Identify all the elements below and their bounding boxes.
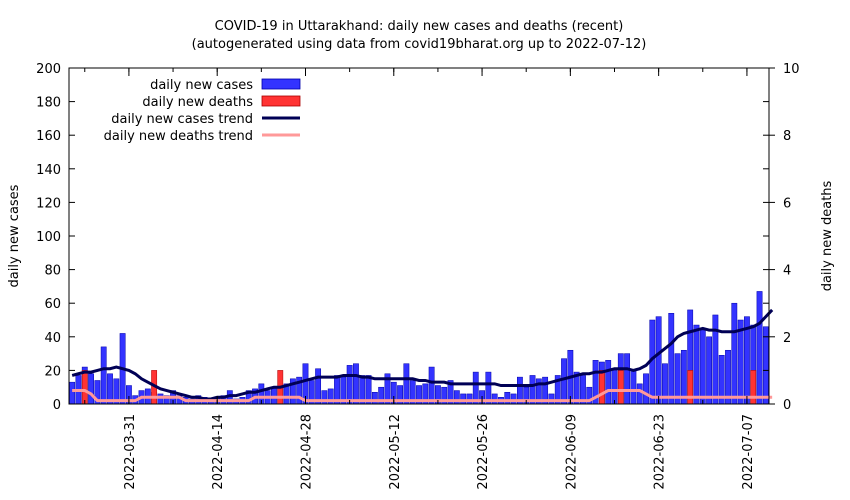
case-bar (706, 336, 713, 405)
case-bar (762, 326, 769, 405)
plot-area: 0 20 40 60 80 100 120 140 160 180 200 0 2 4 6 8 10 2022-0… (36, 62, 799, 490)
y-tick-label: 60 (44, 297, 61, 312)
case-bar (731, 302, 738, 405)
case-bar (403, 363, 410, 405)
legend-label: daily new cases trend (111, 112, 253, 127)
y-tick-label: 40 (44, 331, 61, 346)
x-tick-label: 2022-07-07 (741, 414, 756, 490)
y-tick-label: 0 (53, 398, 61, 413)
case-bar (504, 391, 511, 405)
case-bar (668, 313, 675, 405)
y-tick-label: 120 (36, 196, 61, 211)
x-tick-label: 2022-04-28 (299, 414, 314, 490)
case-bar (548, 393, 555, 405)
case-bar (466, 393, 473, 405)
case-bar (624, 353, 631, 405)
deaths-trend-line (72, 389, 773, 403)
y-axis-label: daily new cases (7, 184, 22, 287)
y-tick-label: 200 (36, 62, 61, 77)
y2-tick-label: 2 (783, 331, 791, 346)
case-bar (699, 329, 706, 405)
y-tick-label: 160 (36, 129, 61, 144)
case-bar (346, 365, 353, 405)
case-bar (271, 386, 277, 405)
y2-axis-label: daily new deaths (820, 180, 835, 291)
x-tick-label: 2022-03-31 (123, 414, 138, 490)
x-tick-label: 2022-05-26 (476, 414, 491, 490)
death-bar (81, 370, 88, 405)
case-bar (693, 324, 700, 405)
case-bar (636, 383, 643, 405)
x-tick-label: 2022-04-14 (211, 414, 226, 490)
death-bar (750, 370, 757, 405)
death-bar (687, 370, 694, 405)
y-tick-label: 20 (44, 364, 61, 379)
case-bar (428, 366, 435, 405)
legend-swatch (261, 95, 301, 107)
case-bar (561, 358, 567, 405)
y-tick-label: 80 (44, 264, 61, 279)
y2-tick-label: 10 (783, 62, 800, 77)
case-bar (315, 368, 322, 405)
y-tick-label: 140 (36, 163, 61, 178)
legend-label: daily new cases (150, 78, 253, 93)
case-bar (630, 370, 637, 405)
case-bar (756, 291, 763, 405)
legend: daily new cases daily new deaths daily new… (104, 78, 301, 144)
legend-label: daily new deaths (142, 95, 253, 110)
case-bar (491, 393, 498, 405)
case-bar (605, 360, 612, 405)
y-tick-label: 180 (36, 96, 61, 111)
death-bar (598, 370, 605, 405)
case-bar (510, 393, 517, 405)
case-bar (88, 373, 94, 405)
x-tick-label: 2022-06-23 (653, 414, 668, 490)
cases-trend-line (71, 308, 774, 401)
case-bar (460, 393, 467, 405)
case-bar (100, 346, 107, 405)
chart-title: COVID-19 in Uttarakhand: daily new cases… (215, 19, 624, 34)
y2-tick-label: 0 (783, 398, 791, 413)
x-tick-label: 2022-05-12 (388, 414, 403, 490)
case-bar (611, 370, 618, 405)
case-bar (643, 373, 649, 405)
case-bar (69, 381, 76, 405)
y2-tick-label: 4 (783, 264, 791, 279)
y2-tick-label: 8 (783, 129, 791, 144)
case-bar (157, 393, 164, 405)
case-bar (371, 391, 378, 405)
case-bar (712, 314, 719, 405)
y-tick-label: 100 (36, 230, 61, 245)
case-bar (737, 319, 744, 405)
legend-label: daily new deaths trend (104, 129, 253, 144)
chart-subtitle: (autogenerated using data from covid19bh… (192, 37, 647, 52)
death-bar (617, 370, 624, 405)
x-tick-label: 2022-06-09 (564, 414, 579, 490)
legend-swatch (261, 78, 301, 90)
case-bar (655, 316, 662, 405)
case-bar (353, 363, 359, 405)
y2-tick-label: 6 (783, 196, 791, 211)
